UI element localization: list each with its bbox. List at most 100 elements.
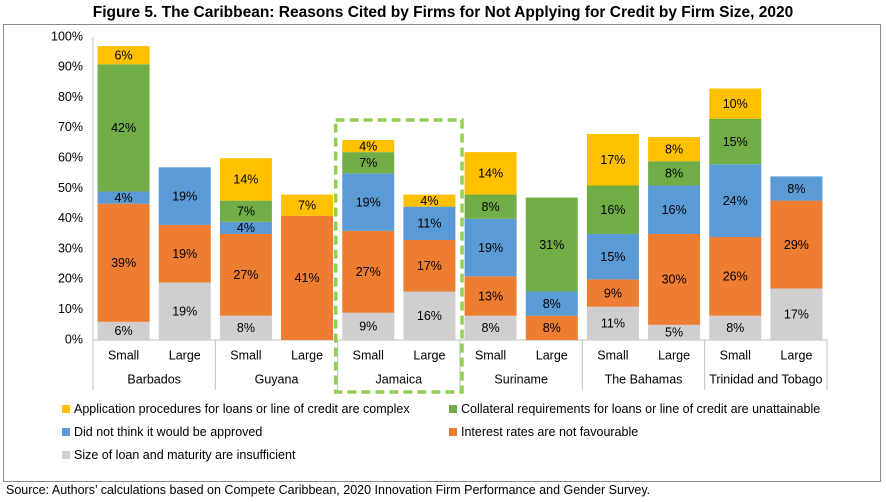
data-label: 11%: [601, 317, 625, 331]
bar-segment-size_loan: [219, 315, 272, 340]
bar-segment-collateral: [648, 161, 701, 186]
x-tick-label: Large: [658, 348, 690, 362]
x-tick-label: Small: [353, 348, 384, 362]
bar-segment-application: [97, 46, 150, 65]
y-tick-label: 20%: [58, 272, 83, 286]
bar-segment-application: [342, 140, 395, 153]
legend-label: Application procedures for loans or line…: [74, 402, 410, 416]
data-label: 8%: [665, 142, 683, 156]
data-label: 13%: [478, 289, 503, 303]
bar-segment-interest: [648, 233, 701, 325]
group-label: Jamaica: [376, 372, 423, 386]
data-label: 8%: [726, 321, 744, 335]
bar-segment-interest: [403, 240, 456, 292]
bar-segment-not_approved: [97, 191, 150, 204]
bar-segment-interest: [342, 230, 395, 313]
bar-segment-size_loan: [770, 288, 823, 340]
data-label: 30%: [662, 273, 687, 287]
bar-segment-not_approved: [525, 291, 578, 316]
data-label: 4%: [420, 194, 438, 208]
group-label: Guyana: [255, 372, 299, 386]
x-tick-label: Large: [291, 348, 323, 362]
x-tick-label: Small: [475, 348, 506, 362]
data-label: 19%: [172, 189, 197, 203]
legend-label: Did not think it would be approved: [74, 425, 263, 439]
bar-segment-interest: [464, 276, 517, 316]
data-label: 29%: [784, 238, 809, 252]
source-note: Source: Authors’ calculations based on C…: [6, 483, 651, 497]
data-label: 14%: [478, 167, 503, 181]
legend-label: Collateral requirements for loans or lin…: [461, 402, 821, 416]
data-label: 41%: [295, 271, 320, 285]
data-label: 8%: [237, 321, 255, 335]
legend-item-size_loan: Size of loan and maturity are insufficie…: [62, 448, 295, 462]
bar-segment-not_approved: [709, 164, 762, 237]
bar-segment-collateral: [525, 197, 578, 292]
chart-frame: [3, 24, 881, 482]
x-tick-label: Large: [780, 348, 812, 362]
data-label: 8%: [543, 297, 561, 311]
bar-segment-size_loan: [158, 282, 211, 340]
bar-segment-collateral: [97, 64, 150, 192]
group-label: Suriname: [494, 372, 548, 386]
stacked-bar-chart: 0% 10% 20% 30% 40% 50% 60% 70% 80% 90% 100% 6% 39% 4%…: [51, 29, 828, 394]
data-label: 10%: [723, 97, 748, 111]
legend-label: Size of loan and maturity are insufficie…: [74, 448, 296, 462]
bar-segment-collateral: [219, 200, 272, 222]
legend-item-interest: Interest rates are not favourable: [449, 425, 638, 439]
bar-segment-not_approved: [586, 233, 639, 280]
legend-label: Interest rates are not favourable: [461, 425, 639, 439]
bar-segment-not_approved: [770, 176, 823, 201]
data-label: 16%: [417, 309, 442, 323]
data-label: 16%: [600, 203, 625, 217]
legend-swatch: [62, 405, 70, 413]
group-label: The Bahamas: [605, 372, 683, 386]
bar-segment-collateral: [464, 194, 517, 219]
bar-segment-collateral: [586, 185, 639, 234]
x-tick-label: Small: [720, 348, 751, 362]
legend-item-not_approved: Did not think it would be approved: [62, 425, 262, 439]
bar-segment-interest: [586, 279, 639, 307]
legend-swatch: [62, 428, 70, 436]
data-label: 8%: [787, 182, 805, 196]
highlight-box: [333, 118, 464, 394]
bar-segment-application: [403, 194, 456, 207]
data-label: 4%: [359, 139, 377, 153]
data-label: 7%: [237, 205, 255, 219]
bar-segment-collateral: [342, 152, 395, 174]
data-label: 27%: [233, 268, 258, 282]
data-label: 42%: [111, 121, 136, 135]
data-label: 15%: [600, 250, 625, 264]
bar-segment-not_approved: [219, 221, 272, 234]
data-label: 8%: [665, 167, 683, 181]
bar-segment-size_loan: [403, 291, 456, 340]
group-label: Barbados: [127, 372, 181, 386]
bar-segment-application: [464, 152, 517, 195]
y-tick-label: 10%: [58, 302, 83, 316]
bar-segment-size_loan: [648, 324, 701, 340]
y-tick-label: 60%: [58, 150, 83, 164]
legend-swatch: [449, 428, 457, 436]
bar-segment-not_approved: [158, 167, 211, 225]
bar-segment-interest: [281, 215, 334, 340]
bar-segment-not_approved: [342, 173, 395, 231]
y-tick-label: 100%: [51, 29, 83, 43]
data-label: 24%: [723, 194, 748, 208]
data-label: 17%: [600, 153, 625, 167]
x-tick-label: Small: [230, 348, 261, 362]
data-label: 7%: [298, 198, 316, 212]
bar-segment-not_approved: [464, 218, 517, 277]
data-label: 27%: [356, 265, 381, 279]
bar-segment-application: [219, 158, 272, 201]
y-tick-label: 80%: [58, 90, 83, 104]
bar-segment-application: [281, 194, 334, 216]
y-tick-label: 30%: [58, 241, 83, 255]
y-tick-label: 50%: [58, 181, 83, 195]
bar-segment-size_loan: [586, 306, 639, 340]
bar-segment-collateral: [709, 118, 762, 165]
legend-swatch: [62, 451, 70, 459]
bar-segment-size_loan: [342, 312, 395, 340]
legend-item-collateral: Collateral requirements for loans or lin…: [449, 402, 820, 416]
y-tick-label: 70%: [58, 120, 83, 134]
bar-segment-interest: [525, 315, 578, 340]
